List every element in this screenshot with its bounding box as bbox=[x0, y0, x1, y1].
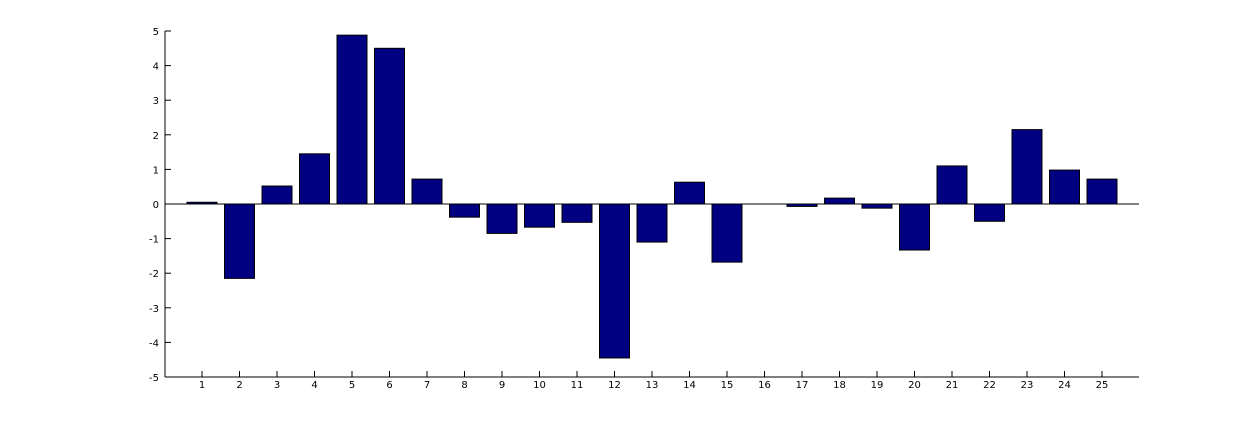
x-tick-label-2: 2 bbox=[236, 380, 242, 391]
bar-6 bbox=[374, 47, 405, 205]
y-tick-label-5: 5 bbox=[153, 27, 159, 38]
x-tick-label-7: 7 bbox=[424, 380, 430, 391]
bar-5 bbox=[336, 34, 368, 205]
x-tick-label-20: 20 bbox=[908, 380, 921, 391]
bar-2 bbox=[224, 203, 255, 279]
bar-21 bbox=[936, 165, 968, 205]
x-tick-label-6: 6 bbox=[386, 380, 392, 391]
bar-22 bbox=[974, 203, 1005, 222]
bar-19 bbox=[861, 203, 893, 209]
x-tick-label-25: 25 bbox=[1096, 380, 1109, 391]
x-tick-label-11: 11 bbox=[571, 380, 584, 391]
x-tick-label-21: 21 bbox=[946, 380, 959, 391]
x-tick-label-12: 12 bbox=[608, 380, 621, 391]
x-tick-label-18: 18 bbox=[833, 380, 846, 391]
bar-12 bbox=[599, 203, 630, 359]
x-tick-label-8: 8 bbox=[461, 380, 467, 391]
axes-group bbox=[164, 31, 1139, 378]
y-tick-label--5: -5 bbox=[149, 373, 159, 384]
bar-15 bbox=[711, 203, 743, 263]
y-axis-ticks: -5 -4 -3 -2 -1 0 1 2 3 4 5 bbox=[149, 27, 171, 384]
x-tick-label-13: 13 bbox=[646, 380, 659, 391]
x-tick-label-16: 16 bbox=[758, 380, 771, 391]
y-tick-label--2: -2 bbox=[149, 269, 159, 280]
bar-9 bbox=[486, 203, 518, 234]
x-tick-label-5: 5 bbox=[349, 380, 355, 391]
bar-25 bbox=[1086, 178, 1118, 205]
bar-11 bbox=[561, 203, 593, 223]
bar-14 bbox=[674, 181, 705, 205]
x-tick-label-19: 19 bbox=[871, 380, 884, 391]
y-tick-label--3: -3 bbox=[149, 304, 159, 315]
y-tick-label--4: -4 bbox=[149, 338, 159, 349]
bar-10 bbox=[524, 203, 555, 228]
bars-group bbox=[186, 34, 1118, 359]
y-tick-label-4: 4 bbox=[153, 62, 159, 73]
x-tick-label-1: 1 bbox=[199, 380, 205, 391]
x-tick-label-10: 10 bbox=[533, 380, 546, 391]
bar-24 bbox=[1049, 169, 1080, 205]
bar-18 bbox=[824, 197, 855, 205]
x-tick-label-9: 9 bbox=[499, 380, 505, 391]
bar-7 bbox=[411, 178, 443, 205]
x-tick-label-22: 22 bbox=[983, 380, 996, 391]
bar-23 bbox=[1011, 129, 1043, 205]
x-tick-label-14: 14 bbox=[683, 380, 696, 391]
bar-4 bbox=[299, 153, 330, 205]
y-tick-label-3: 3 bbox=[153, 96, 159, 107]
x-tick-label-23: 23 bbox=[1021, 380, 1034, 391]
x-tick-label-3: 3 bbox=[274, 380, 280, 391]
x-axis-ticks: 1 2 3 4 5 6 7 8 9 10 11 12 13 14 15 16 17 18 19 20 21 22 23 24 2… bbox=[199, 371, 1109, 391]
y-tick-label--1: -1 bbox=[149, 235, 159, 246]
bar-8 bbox=[449, 203, 480, 218]
y-tick-label-1: 1 bbox=[153, 165, 159, 176]
bar-20 bbox=[899, 203, 930, 251]
x-tick-label-4: 4 bbox=[311, 380, 317, 391]
x-tick-label-24: 24 bbox=[1058, 380, 1071, 391]
bar-3 bbox=[261, 185, 293, 205]
y-tick-label-2: 2 bbox=[153, 131, 159, 142]
x-tick-label-15: 15 bbox=[721, 380, 734, 391]
bar-13 bbox=[636, 203, 668, 243]
x-tick-label-17: 17 bbox=[796, 380, 809, 391]
y-tick-label-0: 0 bbox=[153, 200, 159, 211]
